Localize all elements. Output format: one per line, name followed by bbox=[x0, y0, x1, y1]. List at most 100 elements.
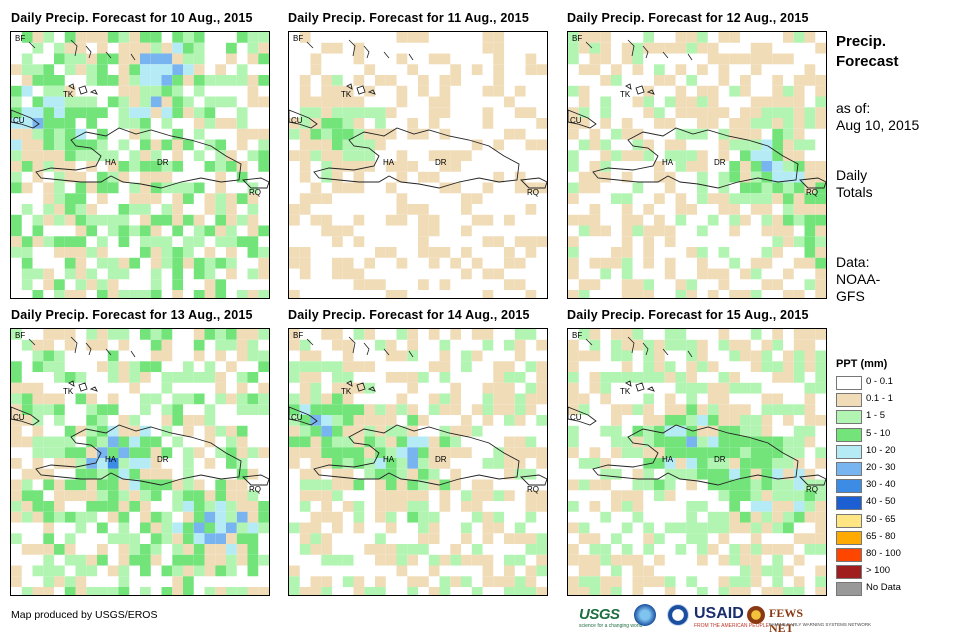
cuba-coast bbox=[289, 406, 318, 426]
cuba-coast bbox=[289, 109, 318, 129]
precip-grid bbox=[11, 329, 269, 595]
puerto-rico-coast bbox=[242, 177, 269, 189]
map-panel-6: BF TK CU HA DR RQ bbox=[567, 328, 827, 596]
map-panel-3: BF TK CU HA DR RQ bbox=[567, 31, 827, 299]
legend-swatch bbox=[836, 530, 862, 545]
precip-grid bbox=[11, 32, 269, 298]
cuba-coast bbox=[11, 406, 40, 426]
turks-caicos-coast bbox=[68, 83, 98, 95]
heading-line1: Precip. bbox=[836, 33, 887, 50]
map-label-dr: DR bbox=[714, 158, 726, 167]
precip-grid bbox=[568, 329, 826, 595]
hispaniola-coast bbox=[35, 127, 242, 189]
legend-label: 65 - 80 bbox=[866, 530, 896, 542]
totals-line1: Daily bbox=[836, 167, 868, 183]
cuba-coast bbox=[568, 406, 597, 426]
turks-caicos-coast bbox=[346, 380, 376, 392]
legend-label: 50 - 65 bbox=[866, 513, 896, 525]
puerto-rico-coast bbox=[520, 474, 547, 486]
puerto-rico-coast bbox=[799, 177, 826, 189]
asof-date: Aug 10, 2015 bbox=[836, 117, 920, 133]
map-panel-5: BF TK CU HA DR RQ bbox=[288, 328, 548, 596]
hispaniola-coast bbox=[35, 424, 242, 486]
bahamas-coast bbox=[585, 336, 693, 358]
map-label-dr: DR bbox=[435, 158, 447, 167]
precip-grid bbox=[568, 32, 826, 298]
hispaniola-coast bbox=[313, 424, 520, 486]
legend-swatch bbox=[836, 462, 862, 476]
map-label-ha: HA bbox=[383, 455, 395, 464]
puerto-rico-coast bbox=[799, 474, 826, 486]
data-line2: NOAA- bbox=[836, 271, 881, 287]
map-label-dr: DR bbox=[157, 158, 169, 167]
legend-label: 40 - 50 bbox=[866, 496, 896, 508]
map-label-ha: HA bbox=[383, 158, 395, 167]
panel-title-6: Daily Precip. Forecast for 15 Aug., 2015 bbox=[567, 308, 809, 322]
nasa-seal-icon bbox=[667, 604, 689, 626]
map-label-cu: CU bbox=[291, 116, 303, 125]
map-label-cu: CU bbox=[570, 413, 582, 422]
panel-title-4: Daily Precip. Forecast for 13 Aug., 2015 bbox=[11, 308, 253, 322]
totals-line2: Totals bbox=[836, 184, 873, 200]
bahamas-coast bbox=[306, 336, 414, 358]
map-label-ha: HA bbox=[662, 158, 674, 167]
map-label-ha: HA bbox=[105, 455, 117, 464]
hispaniola-coast bbox=[592, 127, 799, 189]
turks-caicos-coast bbox=[625, 380, 655, 392]
legend-swatch bbox=[836, 376, 862, 390]
legend-swatch bbox=[836, 513, 862, 528]
map-panel-4: BF TK CU HA DR RQ bbox=[10, 328, 270, 596]
usaid-tagline: FROM THE AMERICAN PEOPLE bbox=[694, 623, 769, 629]
map-label-cu: CU bbox=[291, 413, 303, 422]
heading-line2: Forecast bbox=[836, 53, 899, 70]
bahamas-coast bbox=[306, 39, 414, 61]
bahamas-coast bbox=[585, 39, 693, 61]
panel-title-3: Daily Precip. Forecast for 12 Aug., 2015 bbox=[567, 11, 809, 25]
map-label-rq: RQ bbox=[806, 188, 818, 197]
map-label-tk: TK bbox=[620, 90, 631, 99]
noaa-logo-icon bbox=[634, 604, 656, 626]
logo-strip: USGS science for a changing world USAID … bbox=[579, 602, 871, 635]
legend-label: 1 - 5 bbox=[866, 410, 886, 422]
map-panel-1: BF TK CU HA DR RQ bbox=[10, 31, 270, 299]
legend-swatch bbox=[836, 548, 862, 562]
map-label-cu: CU bbox=[570, 116, 582, 125]
hispaniola-coast bbox=[313, 127, 520, 189]
map-label-bf: BF bbox=[15, 34, 26, 43]
map-label-ha: HA bbox=[662, 455, 674, 464]
data-line3: GFS bbox=[836, 288, 865, 304]
map-panel-2: BF TK CU HA DR RQ bbox=[288, 31, 548, 299]
map-label-cu: CU bbox=[13, 116, 25, 125]
map-label-rq: RQ bbox=[249, 485, 261, 494]
panel-title-2: Daily Precip. Forecast for 11 Aug., 2015 bbox=[288, 11, 529, 25]
fews-logo: FEWS NET bbox=[769, 606, 804, 635]
data-line1: Data: bbox=[836, 254, 870, 270]
map-label-ha: HA bbox=[105, 158, 117, 167]
legend-label: 0 - 0.1 bbox=[866, 376, 893, 387]
map-label-tk: TK bbox=[63, 387, 74, 396]
usaid-logo: USAID bbox=[694, 605, 744, 622]
cuba-coast bbox=[568, 109, 597, 129]
asof-label: as of: bbox=[836, 100, 871, 116]
map-label-bf: BF bbox=[293, 331, 304, 340]
puerto-rico-coast bbox=[520, 177, 547, 189]
legend-swatch bbox=[836, 427, 862, 442]
bahamas-coast bbox=[28, 336, 136, 358]
map-label-bf: BF bbox=[293, 34, 304, 43]
usgs-logo: USGS bbox=[579, 606, 620, 623]
map-credit: Map produced by USGS/EROS bbox=[11, 609, 158, 621]
map-label-tk: TK bbox=[341, 90, 352, 99]
hispaniola-coast bbox=[592, 424, 799, 486]
legend-swatch bbox=[836, 393, 862, 408]
legend-title: PPT (mm) bbox=[836, 358, 888, 370]
map-label-tk: TK bbox=[341, 387, 352, 396]
cuba-coast bbox=[11, 109, 40, 129]
map-label-dr: DR bbox=[435, 455, 447, 464]
turks-caicos-coast bbox=[625, 83, 655, 95]
map-label-bf: BF bbox=[572, 34, 583, 43]
bahamas-coast bbox=[28, 39, 136, 61]
map-label-dr: DR bbox=[714, 455, 726, 464]
legend-swatch bbox=[836, 565, 862, 580]
map-label-bf: BF bbox=[572, 331, 583, 340]
legend-label: 0.1 - 1 bbox=[866, 393, 893, 405]
